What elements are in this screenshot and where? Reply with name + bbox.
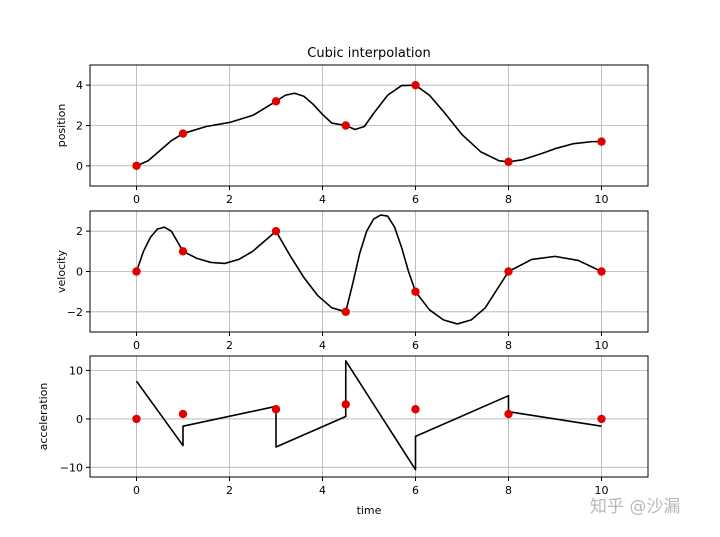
- x-tick-label: 8: [505, 339, 512, 352]
- y-tick-label: −2: [67, 306, 83, 319]
- data-point: [504, 157, 513, 166]
- x-tick-label: 4: [319, 193, 326, 206]
- data-point: [132, 267, 141, 276]
- x-tick-label: 8: [505, 484, 512, 497]
- x-tick-label: 10: [595, 339, 609, 352]
- data-point: [178, 247, 188, 256]
- data-point: [341, 121, 350, 130]
- subplot-2: 0 2 4 6 8 10 −2 0 2 velocity: [55, 210, 649, 352]
- data-point: [271, 97, 281, 106]
- data-point: [178, 129, 188, 138]
- y-tick-label: 2: [76, 225, 83, 238]
- data-point: [504, 409, 513, 419]
- subplot-1: 0 2 4 6 8 10 0 2 4 position: [55, 64, 649, 206]
- data-point: [271, 405, 281, 414]
- series-line: [135, 214, 602, 325]
- x-tick-label: 2: [226, 193, 233, 206]
- data-point: [132, 161, 141, 171]
- data-point: [411, 405, 420, 414]
- chart-title: Cubic interpolation: [307, 46, 430, 61]
- x-tick-label: 6: [412, 484, 419, 497]
- y-axis-label: position: [55, 104, 68, 148]
- data-point: [411, 287, 420, 296]
- x-tick-label: 10: [595, 484, 609, 497]
- subplots: 0 2 4 6 8 10 0 2 4 position 0 2 4 6 8 10 −2 0 2 velocity 0 2 4…: [37, 64, 649, 517]
- data-point: [341, 400, 350, 409]
- x-tick-label: 0: [133, 339, 140, 352]
- x-tick-label: 8: [505, 193, 512, 206]
- x-tick-label: 4: [319, 339, 326, 352]
- x-tick-label: 10: [595, 193, 609, 206]
- x-tick-label: 4: [319, 484, 326, 497]
- subplot-3: 0 2 4 6 8 10 −10 0 10 acceleration time: [37, 355, 649, 517]
- y-axis-label: velocity: [55, 250, 68, 293]
- x-tick-label: 6: [412, 339, 419, 352]
- data-point: [132, 414, 141, 424]
- y-tick-label: 0: [76, 266, 83, 279]
- data-point: [411, 80, 420, 90]
- data-point: [341, 307, 350, 317]
- watermark: 知乎 @沙漏: [590, 497, 680, 517]
- series-line: [135, 360, 602, 471]
- data-point: [504, 267, 513, 276]
- y-tick-label: 0: [76, 160, 83, 173]
- y-tick-label: 2: [76, 120, 83, 133]
- y-tick-label: 4: [76, 79, 83, 92]
- x-tick-label: 2: [226, 339, 233, 352]
- y-tick-label: 10: [69, 365, 83, 378]
- x-tick-label: 0: [133, 484, 140, 497]
- x-tick-label: 2: [226, 484, 233, 497]
- y-axis-label: acceleration: [37, 383, 50, 451]
- data-point: [597, 137, 606, 146]
- axes-frame: [89, 355, 649, 478]
- x-tick-label: 0: [133, 193, 140, 206]
- y-tick-label: −10: [60, 461, 83, 474]
- x-tick-label: 6: [412, 193, 419, 206]
- data-point: [597, 267, 606, 276]
- data-point: [178, 409, 188, 419]
- x-axis-label: time: [357, 504, 382, 517]
- y-tick-label: 0: [76, 413, 83, 426]
- data-point: [271, 226, 281, 236]
- series-line: [136, 84, 602, 167]
- data-point: [597, 414, 606, 424]
